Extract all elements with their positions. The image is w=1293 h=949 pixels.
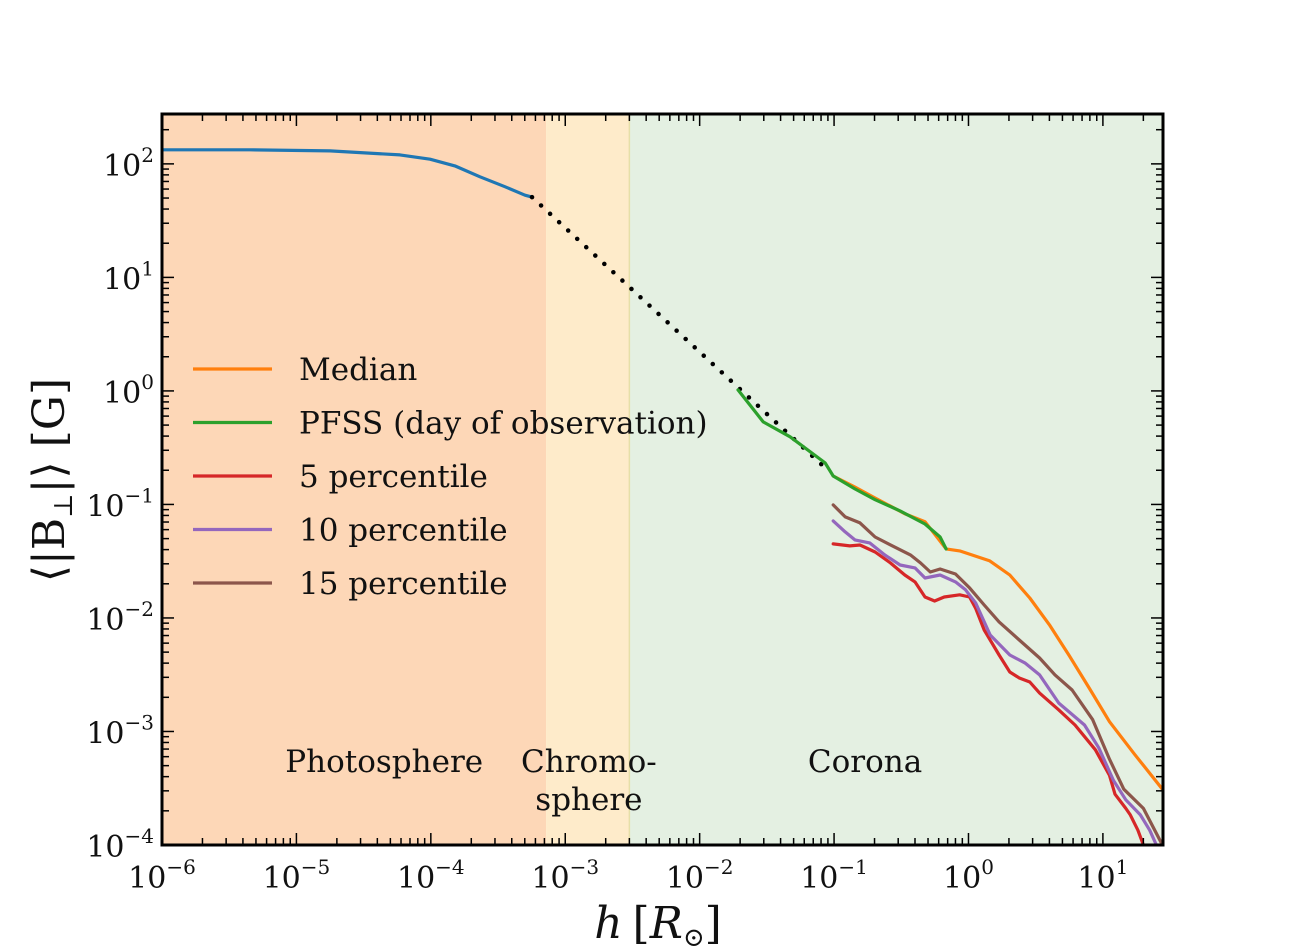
y-tick-label: 10−3 — [86, 710, 154, 751]
x-tick-label: 101 — [1077, 855, 1128, 896]
legend-item: PFSS (day of observation) — [193, 406, 708, 442]
series-pfss-day-of-observation — [736, 388, 948, 551]
region-label-photosphere: Photosphere — [285, 744, 483, 780]
x-tick-label: 10−2 — [666, 855, 734, 896]
tick-labels: 10−6 10−5 10−4 10−3 10−2 10−1 100 101 10−4 10−3 10… — [86, 143, 1128, 896]
region-labels: Photosphere Chromo-sphere Corona — [285, 744, 922, 818]
legend-label: Median — [299, 352, 417, 388]
x-tick-label: 100 — [943, 855, 994, 896]
y-tick-label: 10−4 — [86, 824, 154, 865]
series-photosphere-model — [162, 148, 534, 199]
plot-frame — [160, 112, 1165, 847]
legend: Median PFSS (day of observation) 5 percent… — [193, 352, 708, 602]
x-tick-label: 10−1 — [800, 855, 868, 896]
region-label-corona: Corona — [808, 744, 922, 780]
x-tick-label: 10−3 — [531, 855, 599, 896]
x-tick-label: 10−4 — [397, 855, 465, 896]
y-tick-label: 100 — [103, 370, 154, 411]
legend-label: 10 percentile — [299, 513, 508, 549]
y-tick-label: 101 — [103, 256, 154, 297]
y-tick-label: 10−1 — [86, 483, 154, 524]
x-tick-label: 10−5 — [263, 855, 331, 896]
legend-item: 15 percentile — [193, 566, 508, 602]
series-10-percentile — [831, 519, 1159, 845]
legend-label: 5 percentile — [299, 459, 488, 495]
legend-item: 10 percentile — [193, 513, 508, 549]
legend-label: 15 percentile — [299, 566, 508, 602]
region-chromosphere — [546, 114, 630, 845]
series-5-percentile — [831, 542, 1146, 845]
legend-label: PFSS (day of observation) — [299, 406, 708, 442]
legend-item: 5 percentile — [193, 459, 488, 495]
y-tick-label: 10−2 — [86, 597, 154, 638]
region-photosphere — [162, 114, 547, 845]
y-axis-label: ⟨|B⊥|⟩ [G] — [24, 378, 79, 582]
series-15-percentile — [831, 503, 1163, 845]
plot-series — [162, 148, 1163, 845]
x-axis-label: h [R⊙] — [594, 898, 722, 949]
y-tick-label: 102 — [103, 143, 154, 184]
x-tick-label: 10−6 — [128, 855, 196, 896]
region-label-chromosphere: Chromo-sphere — [521, 744, 657, 818]
legend-item: Median — [193, 352, 417, 388]
